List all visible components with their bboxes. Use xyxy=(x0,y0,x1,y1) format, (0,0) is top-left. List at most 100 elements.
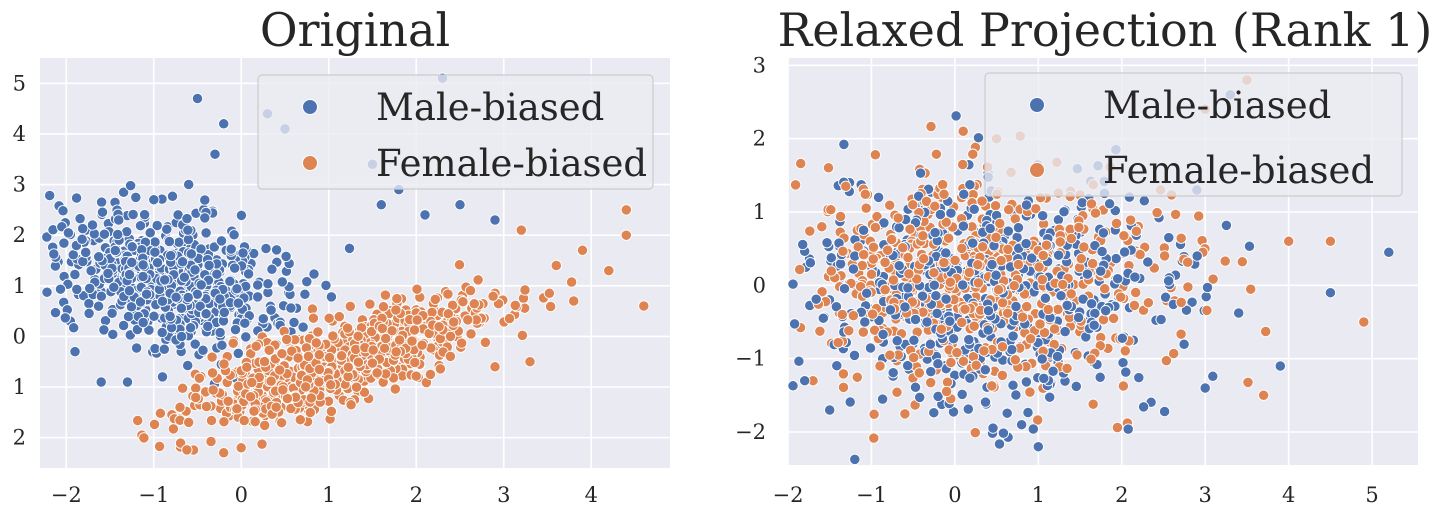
male-biased-point xyxy=(130,342,143,354)
male-biased-point xyxy=(69,268,81,281)
chart-panel-2: −2 −1 0 1 2 3 4 5 3 2 1 0 −1 −2 Relaxed Projection (Ra… xyxy=(735,3,1432,507)
male-biased-point xyxy=(199,194,211,206)
male-biased-point xyxy=(149,246,161,258)
female-biased-point xyxy=(851,371,863,383)
chart-panel-1: −2 −1 0 1 2 3 4 5 4 3 2 1 0 1 2 Original Male-biased Fema… xyxy=(13,3,670,507)
male-biased-point xyxy=(108,281,120,293)
female-biased-point xyxy=(840,180,852,192)
male-biased-point xyxy=(925,365,937,378)
female-biased-point xyxy=(352,330,364,342)
male-biased-point xyxy=(1059,325,1071,338)
male-biased-point xyxy=(109,244,121,257)
male-biased-point xyxy=(232,297,244,309)
female-biased-point xyxy=(1160,354,1173,367)
male-biased-point xyxy=(208,241,220,253)
female-biased-point xyxy=(814,325,826,337)
male-biased-point xyxy=(1100,305,1112,317)
female-biased-point xyxy=(1024,333,1037,345)
male-biased-point xyxy=(1097,227,1110,239)
female-biased-point xyxy=(1032,414,1044,426)
male-biased-point xyxy=(916,290,929,302)
female-biased-point xyxy=(1087,398,1099,410)
male-biased-point xyxy=(176,256,189,268)
x-tick-label: 4 xyxy=(1282,483,1295,507)
female-biased-point xyxy=(997,297,1009,309)
female-biased-point xyxy=(1134,248,1146,261)
male-biased-point xyxy=(930,290,942,302)
female-biased-point xyxy=(408,324,421,336)
male-biased-point xyxy=(151,257,164,269)
male-biased-point xyxy=(1077,293,1089,305)
male-biased-point xyxy=(49,306,62,319)
female-biased-point xyxy=(1002,243,1014,256)
male-biased-point xyxy=(239,317,251,329)
female-biased-point xyxy=(1012,258,1025,271)
male-biased-point xyxy=(92,300,105,312)
female-biased-point xyxy=(935,323,948,335)
female-biased-point xyxy=(258,355,271,368)
female-biased-point xyxy=(867,253,879,265)
male-biased-point xyxy=(1020,376,1033,388)
male-biased-point xyxy=(1274,360,1286,372)
male-biased-point xyxy=(218,306,230,319)
female-biased-point xyxy=(891,386,903,398)
male-biased-point xyxy=(787,380,799,392)
female-biased-point xyxy=(358,386,371,398)
female-biased-point xyxy=(603,264,615,277)
female-biased-point xyxy=(389,383,401,395)
male-biased-point xyxy=(1037,210,1049,222)
female-biased-point xyxy=(1071,349,1083,361)
female-biased-point xyxy=(325,405,338,418)
male-biased-point xyxy=(1162,275,1175,287)
male-biased-point xyxy=(957,279,969,291)
male-biased-point xyxy=(231,283,243,295)
male-biased-point xyxy=(909,313,922,326)
male-biased-point xyxy=(1070,380,1082,393)
legend-box xyxy=(984,72,1403,197)
male-biased-point xyxy=(489,214,501,226)
female-biased-point xyxy=(804,225,816,237)
female-biased-point xyxy=(1169,208,1182,221)
female-biased-point xyxy=(832,336,844,349)
male-biased-point xyxy=(54,283,67,295)
male-biased-point xyxy=(884,304,897,316)
female-biased-point xyxy=(1075,253,1087,265)
female-biased-point xyxy=(977,241,989,253)
female-biased-point xyxy=(1128,299,1141,312)
female-biased-point xyxy=(956,316,968,329)
female-biased-point xyxy=(897,242,909,254)
female-biased-point xyxy=(232,380,245,392)
female-biased-point xyxy=(327,330,339,342)
male-biased-point xyxy=(1129,271,1141,283)
female-biased-point xyxy=(365,325,378,338)
male-biased-point xyxy=(148,310,160,322)
male-biased-point xyxy=(1001,407,1013,419)
male-biased-point xyxy=(144,227,156,239)
male-biased-point xyxy=(1026,252,1038,264)
female-biased-point xyxy=(231,403,243,415)
female-biased-point xyxy=(411,283,423,295)
female-biased-point xyxy=(945,356,957,369)
male-biased-point xyxy=(1117,357,1129,369)
male-biased-point xyxy=(929,226,941,239)
male-biased-point xyxy=(997,427,1010,439)
male-biased-point xyxy=(225,243,237,255)
male-biased-point xyxy=(308,268,320,280)
male-biased-point xyxy=(1032,441,1044,453)
female-biased-point xyxy=(1130,225,1143,237)
female-biased-point xyxy=(393,334,406,346)
male-biased-point xyxy=(1020,237,1032,250)
female-biased-point xyxy=(275,417,288,429)
y-tick-label: 5 xyxy=(13,71,26,95)
female-biased-point xyxy=(390,304,402,316)
female-biased-point xyxy=(154,407,167,419)
female-biased-point xyxy=(335,350,348,362)
female-biased-point xyxy=(174,401,186,413)
x-tick-label: −2 xyxy=(51,483,82,507)
female-biased-point xyxy=(433,321,445,333)
male-biased-point xyxy=(830,301,843,313)
female-biased-point xyxy=(892,212,904,224)
male-biased-point xyxy=(1324,287,1337,299)
female-biased-point xyxy=(344,300,356,313)
male-biased-point xyxy=(1088,319,1100,331)
